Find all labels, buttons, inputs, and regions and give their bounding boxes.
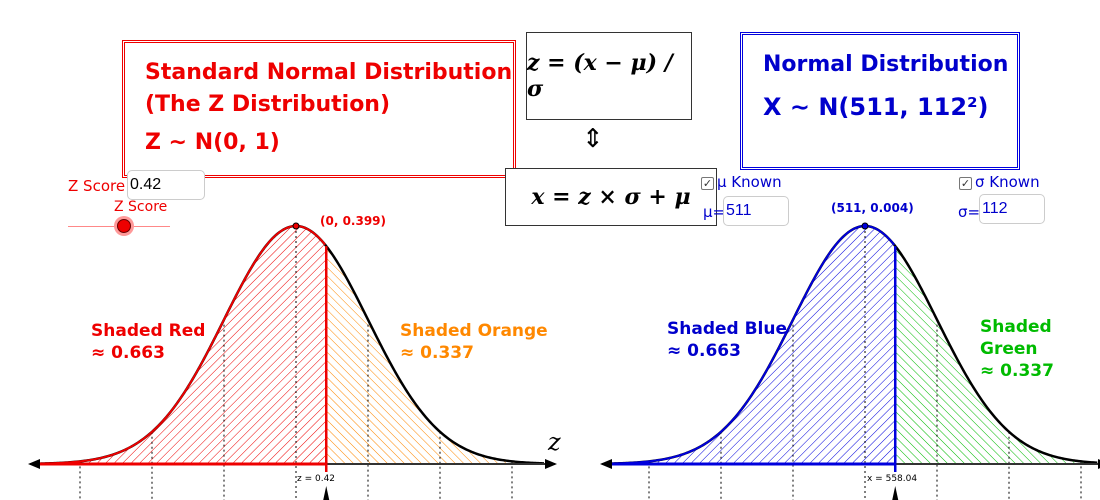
x-formula: x = z × σ + μ bbox=[531, 184, 691, 210]
standard-normal-box: Standard Normal Distribution (The Z Dist… bbox=[122, 40, 516, 178]
shaded-blue-value: ≈ 0.663 bbox=[667, 341, 741, 361]
normal-distribution-box: Normal Distribution X ∼ N(511, 112²) bbox=[740, 32, 1020, 170]
left-plot-marker-pointer-icon bbox=[323, 486, 330, 500]
shaded-orange-value: ≈ 0.337 bbox=[400, 343, 474, 363]
shaded-orange-label: Shaded Orange bbox=[400, 321, 548, 341]
left-plot-peak-point bbox=[292, 222, 300, 230]
shaded-red-value: ≈ 0.663 bbox=[91, 343, 165, 363]
right-plot-left-shaded-area bbox=[612, 226, 896, 464]
left-plot-left-curve-highlight bbox=[39, 225, 326, 465]
right-plot-marker-pointer-icon bbox=[892, 486, 899, 500]
mu-label: μ= bbox=[703, 203, 726, 221]
right-peak-label: (511, 0.004) bbox=[831, 201, 914, 215]
sigma-label: σ= bbox=[958, 203, 981, 221]
left-box-line3: Z ∼ N(0, 1) bbox=[145, 130, 280, 155]
right-box-line2: X ∼ N(511, 112²) bbox=[763, 93, 989, 121]
shaded-blue-label: Shaded Blue bbox=[667, 319, 788, 339]
x-marker-label: x = 558.04 bbox=[867, 474, 918, 484]
checkbox-check-icon[interactable]: ✓ bbox=[701, 177, 714, 190]
right-plot-right-shaded-area bbox=[895, 246, 1098, 464]
right-box-line1: Normal Distribution bbox=[763, 52, 1009, 77]
sigma-known-label: σ Known bbox=[975, 173, 1040, 191]
left-plot-axis-arrow-left-icon bbox=[28, 459, 40, 469]
right-plot-left-curve-highlight bbox=[611, 225, 896, 465]
left-box-line1: Standard Normal Distribution bbox=[145, 60, 513, 85]
left-box-line2: (The Z Distribution) bbox=[145, 92, 391, 117]
z-axis-label: z bbox=[548, 428, 561, 456]
shaded-green-annotation: Shaded Green ≈ 0.337 bbox=[980, 316, 1100, 382]
shaded-blue-annotation: Shaded Blue ≈ 0.663 bbox=[667, 318, 787, 362]
mu-known-checkbox[interactable]: ✓ μ Known bbox=[701, 173, 782, 191]
z-formula-box: z = (x − μ) / σ bbox=[526, 32, 692, 120]
left-plot-axis-arrow-right-icon bbox=[545, 459, 557, 469]
z-formula: z = (x − μ) / σ bbox=[527, 50, 673, 102]
double-arrow-icon: ⇕ bbox=[582, 124, 604, 154]
left-plot-left-shaded-area bbox=[40, 226, 327, 464]
z-marker-label: z = 0.42 bbox=[297, 474, 336, 484]
mu-input[interactable] bbox=[723, 196, 789, 226]
checkbox-check-icon[interactable]: ✓ bbox=[959, 177, 972, 190]
x-formula-box: x = z × σ + μ bbox=[505, 168, 717, 226]
zscore-slider-label: Z Score bbox=[114, 199, 168, 215]
shaded-red-label: Shaded Red bbox=[91, 321, 206, 341]
zscore-slider-handle[interactable] bbox=[117, 219, 131, 233]
shaded-green-label: Shaded Green bbox=[980, 317, 1052, 359]
zscore-label: Z Score bbox=[68, 177, 126, 195]
zscore-input[interactable] bbox=[127, 170, 205, 200]
mu-known-label: μ Known bbox=[717, 173, 782, 191]
right-plot-peak-point bbox=[861, 222, 869, 230]
sigma-known-checkbox[interactable]: ✓ σ Known bbox=[959, 173, 1040, 191]
left-plot-right-shaded-area bbox=[326, 246, 545, 464]
shaded-red-annotation: Shaded Red ≈ 0.663 bbox=[91, 320, 205, 364]
shaded-green-value: ≈ 0.337 bbox=[980, 361, 1054, 381]
sigma-input[interactable] bbox=[979, 194, 1045, 224]
right-plot-axis-arrow-left-icon bbox=[600, 459, 612, 469]
shaded-orange-annotation: Shaded Orange ≈ 0.337 bbox=[400, 320, 548, 364]
left-peak-label: (0, 0.399) bbox=[320, 214, 387, 228]
